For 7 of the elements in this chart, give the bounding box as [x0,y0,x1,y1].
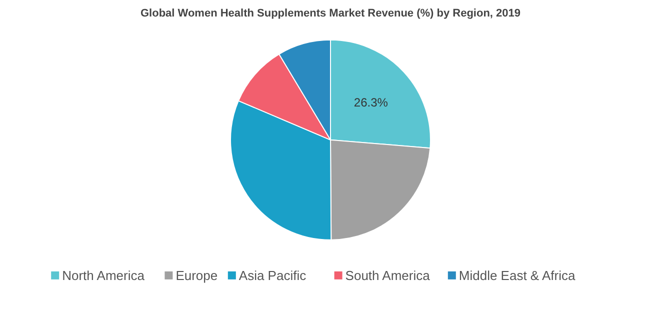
legend-label: South America [345,268,431,283]
legend-label: Middle East & Africa [458,268,576,283]
chart-title: Global Women Health Supplements Market Revenue (%) by Region, 2019 [140,8,521,20]
legend-label: Asia Pacific [238,268,307,283]
legend-label: Europe [176,268,218,283]
data-label: 26.3% [354,96,388,110]
legend-label: North America [62,268,146,283]
